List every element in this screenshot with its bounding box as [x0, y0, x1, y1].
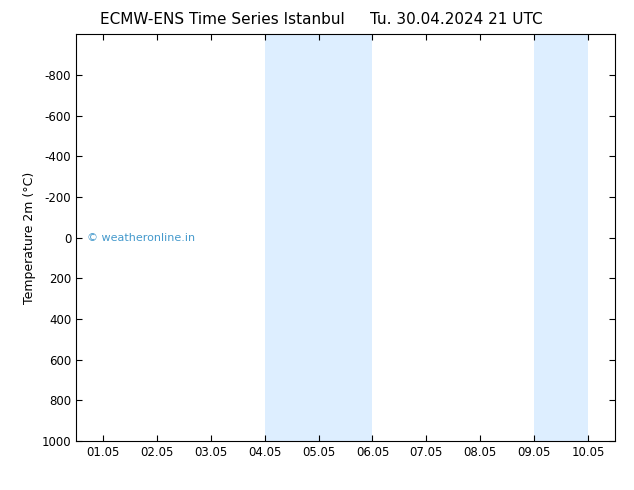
Text: ECMW-ENS Time Series Istanbul: ECMW-ENS Time Series Istanbul: [100, 12, 344, 27]
Bar: [561, 34, 588, 441]
Bar: [265, 34, 319, 441]
Text: © weatheronline.in: © weatheronline.in: [87, 233, 195, 243]
Text: Tu. 30.04.2024 21 UTC: Tu. 30.04.2024 21 UTC: [370, 12, 543, 27]
Bar: [319, 34, 373, 441]
Bar: [534, 34, 561, 441]
Y-axis label: Temperature 2m (°C): Temperature 2m (°C): [23, 172, 36, 304]
